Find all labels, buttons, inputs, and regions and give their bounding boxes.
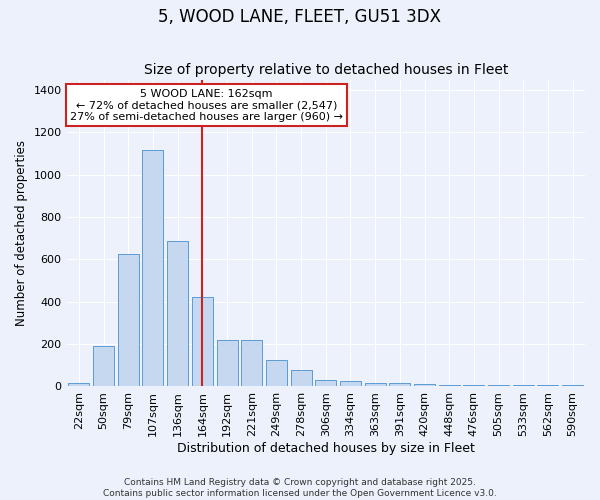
Bar [118,254,139,386]
Bar [217,340,238,386]
Title: Size of property relative to detached houses in Fleet: Size of property relative to detached ho… [143,63,508,77]
Bar [266,360,287,386]
Bar [414,384,435,386]
Bar [93,346,114,387]
Bar [68,384,89,386]
Bar [365,384,386,386]
Bar [389,384,410,386]
Bar [192,296,213,386]
Y-axis label: Number of detached properties: Number of detached properties [15,140,28,326]
Bar [167,242,188,386]
Bar [315,380,336,386]
Text: Contains HM Land Registry data © Crown copyright and database right 2025.
Contai: Contains HM Land Registry data © Crown c… [103,478,497,498]
Bar [290,370,311,386]
Bar [142,150,163,386]
Bar [241,340,262,386]
X-axis label: Distribution of detached houses by size in Fleet: Distribution of detached houses by size … [177,442,475,455]
Bar [340,380,361,386]
Text: 5 WOOD LANE: 162sqm
← 72% of detached houses are smaller (2,547)
27% of semi-det: 5 WOOD LANE: 162sqm ← 72% of detached ho… [70,89,343,122]
Text: 5, WOOD LANE, FLEET, GU51 3DX: 5, WOOD LANE, FLEET, GU51 3DX [158,8,442,26]
